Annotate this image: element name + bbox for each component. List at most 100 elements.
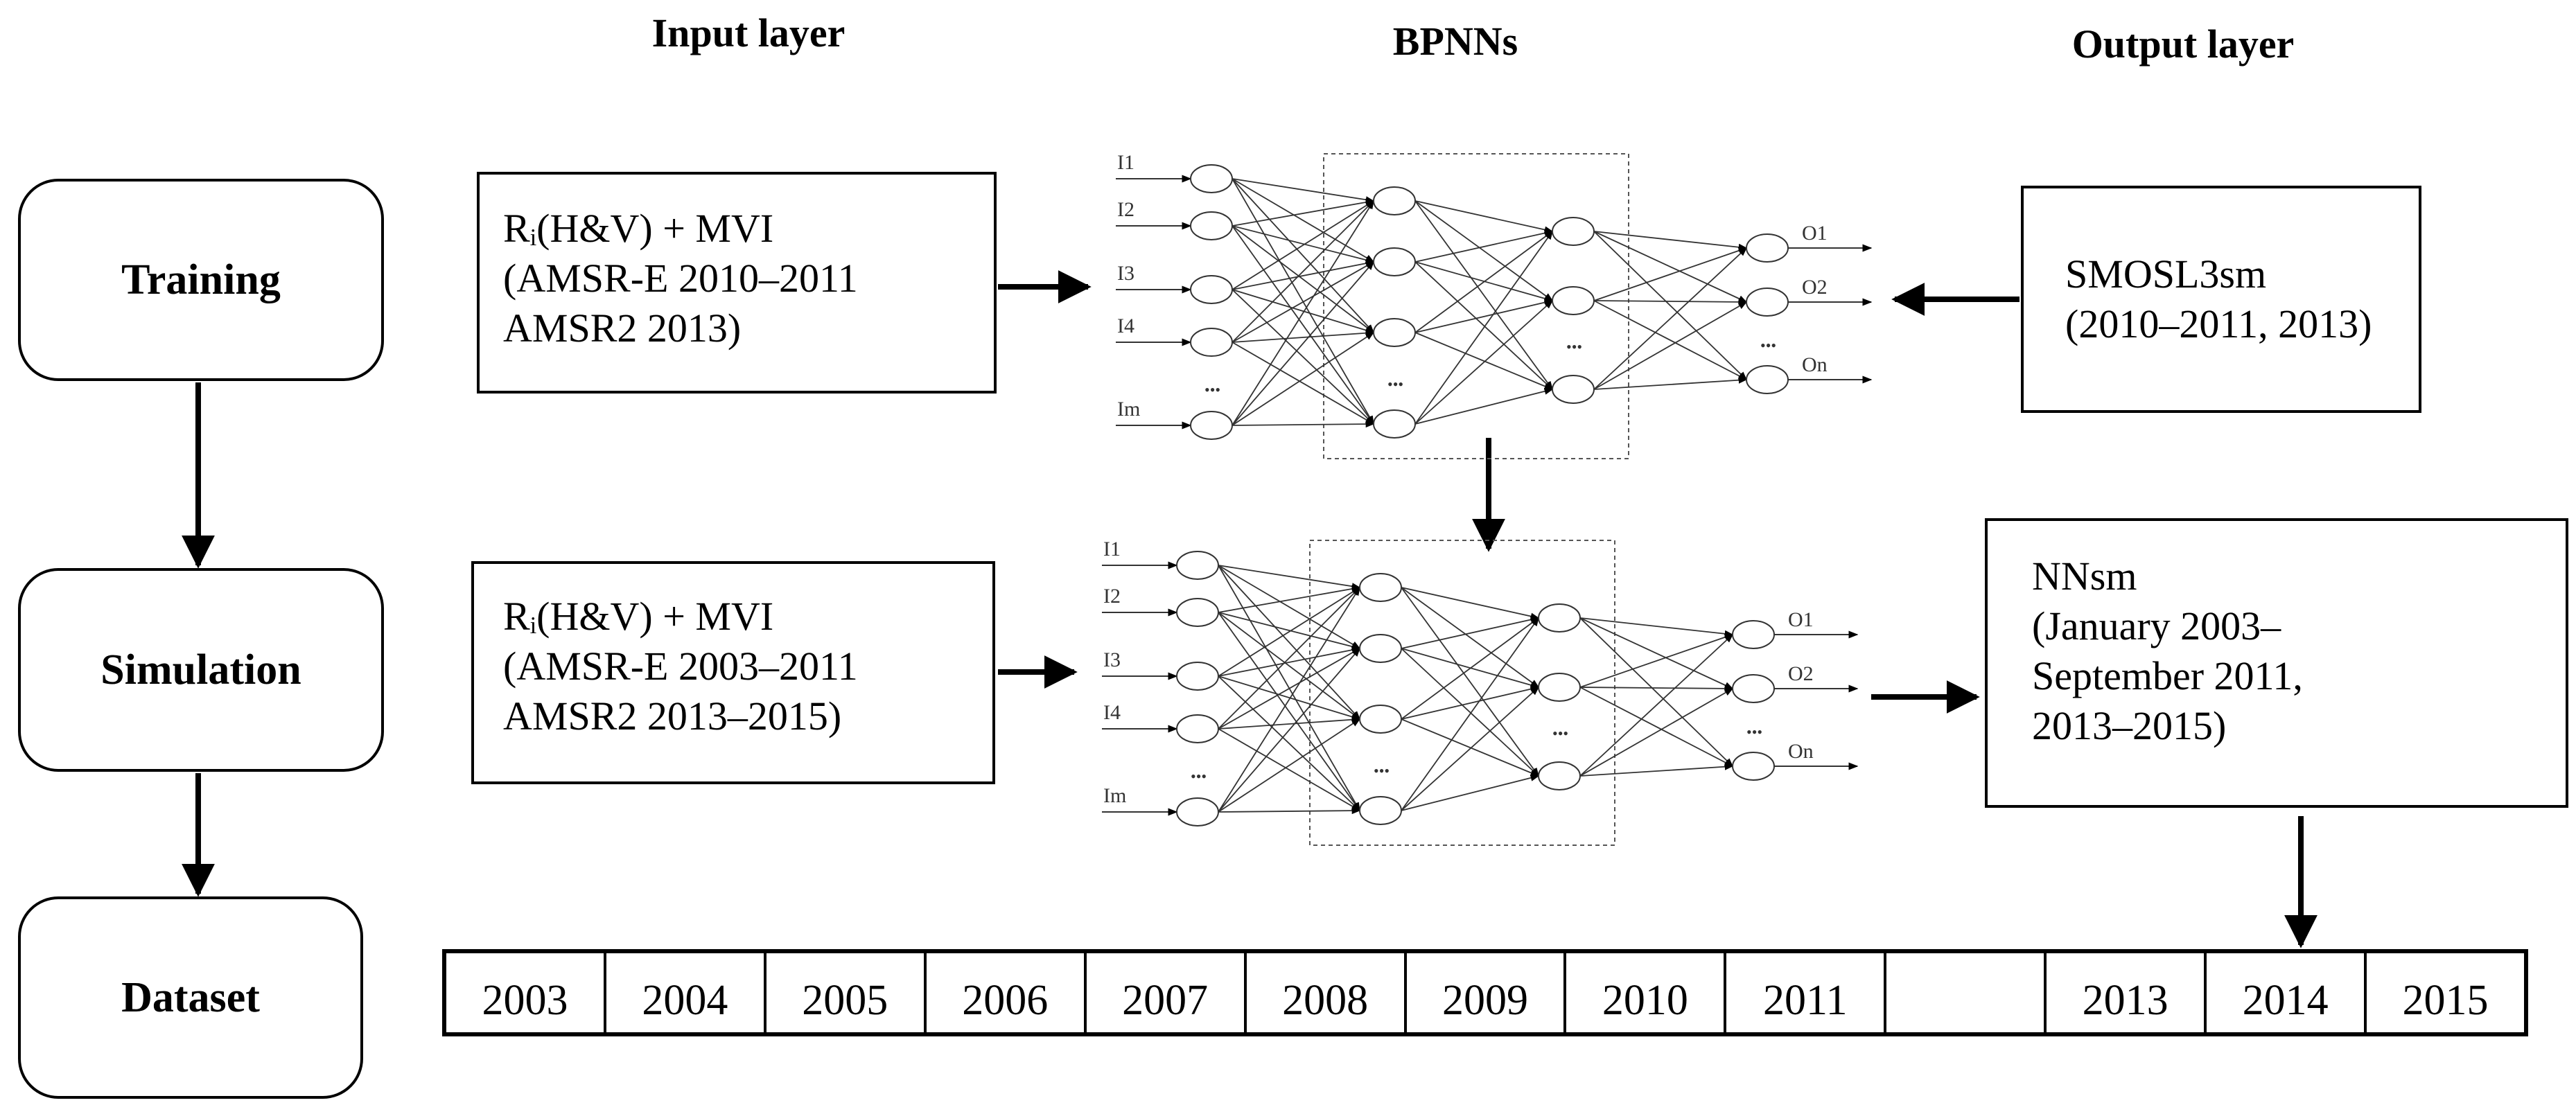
- sim-net-connection: [1401, 587, 1540, 688]
- sim-net-hidden2-node: [1538, 673, 1581, 702]
- train-net-connection: [1593, 231, 1748, 251]
- sim-net-connection: [1401, 718, 1540, 777]
- sim-net-connection: [1579, 617, 1734, 637]
- sim-net-output-label-3: On: [1788, 740, 1814, 763]
- train-net-input-node: [1190, 211, 1233, 240]
- train-net-hidden2-node: [1552, 286, 1595, 315]
- stage-dataset: Dataset: [18, 896, 363, 1099]
- header-bpnns: BPNNs: [1392, 19, 1518, 64]
- train-net-connection: [1232, 260, 1375, 290]
- train-net-input-label-5: Im: [1117, 398, 1140, 421]
- train-net-connection: [1232, 178, 1375, 204]
- sim-net-input-node: [1176, 662, 1219, 691]
- sim-net-connection: [1218, 612, 1361, 720]
- train-net-output-node: [1746, 288, 1789, 317]
- year-cell-2009: 2009: [1407, 953, 1567, 1032]
- sim-net-connection: [1218, 675, 1361, 720]
- train-net-ellipsis: •••: [1204, 381, 1220, 398]
- train-net-output-label-2: O2: [1802, 276, 1828, 299]
- simulation-output-line-4: 2013–2015): [2032, 703, 2227, 748]
- sim-net-connection: [1401, 617, 1540, 720]
- train-net-hidden2-node: [1552, 217, 1595, 246]
- train-net-connection: [1593, 300, 1748, 380]
- sim-net-input-label-4: I4: [1103, 701, 1121, 724]
- sim-net-hidden1-node: [1359, 705, 1402, 734]
- train-net-connection: [1232, 178, 1375, 263]
- train-net-hidden-layer-frame: [1323, 153, 1629, 459]
- stage-simulation: Simulation: [18, 568, 384, 772]
- train-net-connection: [1414, 300, 1553, 425]
- train-net-ellipsis: •••: [1760, 337, 1776, 354]
- year-cell-2003: 2003: [446, 953, 606, 1032]
- train-net-input-node: [1190, 328, 1233, 357]
- sim-net-connection: [1218, 565, 1360, 720]
- sim-net-connection: [1579, 684, 1734, 692]
- train-net-connection: [1593, 247, 1748, 301]
- sim-net-connection: [1218, 565, 1361, 649]
- train-net-connection: [1232, 225, 1375, 333]
- sim-net-connection: [1218, 612, 1361, 651]
- sim-net-connection: [1218, 648, 1360, 813]
- train-net-hidden1-node: [1373, 409, 1416, 439]
- train-net-input-node: [1190, 411, 1233, 440]
- train-net-connection: [1232, 261, 1374, 426]
- train-net-output-label-3: On: [1802, 353, 1828, 376]
- training-output-line-1: SMOSL3sm: [2065, 251, 2267, 297]
- flow-arrows: [182, 270, 2317, 948]
- sim-net-output-label-1: O1: [1788, 608, 1814, 631]
- sim-net-connection: [1401, 587, 1540, 620]
- sim-net-connection: [1579, 617, 1733, 767]
- training-input-line-3: AMSR2 2013): [503, 306, 742, 351]
- year-cell-2014: 2014: [2207, 953, 2367, 1032]
- sim-net-output-node: [1732, 752, 1775, 781]
- sim-net-connection: [1218, 716, 1361, 730]
- sim-net-input-node: [1176, 714, 1219, 743]
- training-output-line-2: (2010–2011, 2013): [2065, 301, 2372, 346]
- train-net-hidden2-node: [1552, 375, 1595, 404]
- sim-net-input-node: [1176, 551, 1219, 580]
- sim-net-connection: [1218, 718, 1361, 813]
- sim-net-ellipsis: •••: [1552, 725, 1568, 742]
- sim-net-connection: [1579, 688, 1734, 777]
- train-net-hidden1-node: [1373, 318, 1416, 347]
- train-net-input-node: [1190, 164, 1233, 193]
- sim-net-connection: [1218, 646, 1361, 677]
- train-net-connection: [1414, 200, 1554, 233]
- train-net-output-label-1: O1: [1802, 222, 1828, 245]
- simulation-input-line-3: AMSR2 2013–2015): [503, 693, 842, 739]
- sim-net-connection: [1218, 728, 1361, 811]
- sim-net-connection: [1401, 687, 1539, 811]
- year-cell-2011: 2011: [1726, 953, 1887, 1032]
- year-cell-2007: 2007: [1087, 953, 1247, 1032]
- simulation-output-line-2: (January 2003–: [2032, 603, 2281, 648]
- sim-net-input-label-3: I3: [1103, 648, 1121, 671]
- sim-net-hidden2-node: [1538, 603, 1581, 633]
- year-cell-2015: 2015: [2402, 977, 2489, 1024]
- sim-net-connection: [1218, 587, 1360, 730]
- sim-net-output-node: [1732, 674, 1775, 703]
- sim-net-connection: [1218, 612, 1360, 812]
- train-net-connection: [1232, 178, 1374, 333]
- sim-net-ellipsis: •••: [1374, 762, 1390, 779]
- train-net-connection: [1232, 421, 1375, 428]
- sim-net-ellipsis: •••: [1746, 723, 1762, 741]
- sim-net-input-node: [1176, 797, 1219, 826]
- sim-net-input-label-2: I2: [1103, 585, 1121, 608]
- train-net-connection: [1414, 229, 1554, 263]
- train-net-connection: [1414, 299, 1554, 333]
- train-net-connection: [1232, 225, 1375, 264]
- sim-net-output-node: [1732, 620, 1775, 649]
- header-input-layer: Input layer: [651, 10, 845, 55]
- sim-net-hidden-layer-frame: [1309, 540, 1615, 846]
- train-net-connection: [1414, 231, 1554, 333]
- sim-net-connection: [1401, 685, 1540, 720]
- train-net-connection: [1593, 301, 1748, 390]
- train-net-output-node: [1746, 233, 1789, 263]
- simulation-output-line-3: September 2011,: [2032, 653, 2303, 698]
- train-net-connection: [1593, 298, 1748, 306]
- train-net-connection: [1232, 289, 1374, 425]
- sim-net-connection: [1579, 634, 1733, 777]
- train-net-hidden1-node: [1373, 247, 1416, 276]
- dataset-year-strip: 2003 2004 2005 2006 2007 2008 2009 2010 2011 2013…: [442, 949, 2528, 1036]
